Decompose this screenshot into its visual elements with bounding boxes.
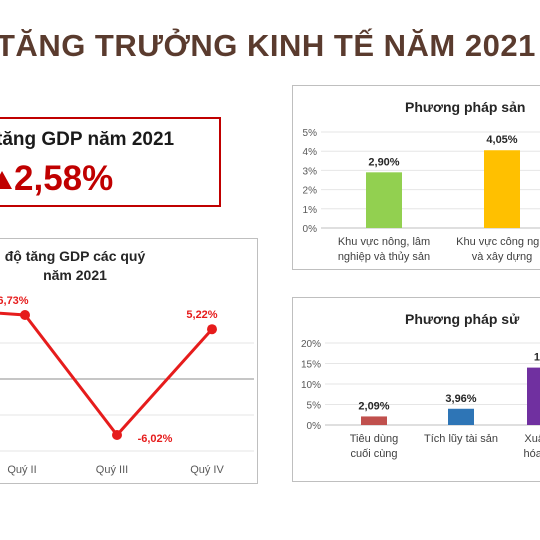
production-method-bar-chart: Phương pháp sản 0% 1% 2% 3% 4% 5% 2,90% Khu vực … [303, 99, 540, 263]
bar [361, 416, 387, 425]
data-point [207, 324, 217, 335]
bar [527, 367, 540, 425]
y-tick-label: 4% [303, 147, 318, 158]
x-tick-label: Tích lũy tài sản [424, 433, 498, 445]
x-tick-label: Khu vực công nghi [456, 236, 540, 248]
data-label: 2,90% [368, 156, 399, 168]
y-tick-label: 5% [303, 128, 318, 139]
y-tick-label: 0% [307, 421, 322, 432]
gdp-kpi-card: tăng GDP năm 2021 2,58% [0, 117, 221, 207]
y-tick-label: 10% [301, 380, 321, 391]
kpi-value: 2,58% [14, 159, 114, 198]
up-arrow-icon [0, 171, 12, 189]
chart-title: Phương pháp sử [405, 311, 520, 327]
x-tick-label: Quý III [96, 464, 128, 476]
data-label: 14 [534, 352, 540, 364]
use-method-bar-chart: Phương pháp sử 0% 5% 10% 15% 20% 2,09% Tiêu dùn… [301, 311, 540, 460]
x-tick-label: nghiệp và thủy sản [338, 251, 430, 263]
data-label: 4,05% [486, 134, 517, 146]
x-tick-label: Xuất k [524, 433, 540, 445]
use-method-panel: Phương pháp sử 0% 5% 10% 15% 20% 2,09% Tiêu dùn… [292, 297, 540, 482]
data-label: -6,02% [138, 433, 173, 445]
x-tick-label: Khu vực nông, lâm [338, 236, 430, 248]
data-label: 6,73% [0, 295, 29, 307]
data-label: 3,96% [445, 393, 476, 405]
gdp-series-line [0, 311, 214, 438]
chart-title: Phương pháp sản [405, 99, 525, 115]
quarterly-gdp-panel: độ tăng GDP các quý năm 2021 6,73% -6,02% 5,… [0, 238, 258, 484]
data-label: 5,22% [186, 309, 217, 321]
data-point [112, 430, 122, 440]
x-tick-label: Quý II [7, 464, 36, 476]
y-tick-label: 3% [303, 166, 318, 177]
y-tick-label: 5% [307, 401, 322, 412]
x-tick-label: Tiêu dùng [350, 433, 399, 445]
bar [484, 150, 520, 228]
bar [366, 172, 402, 228]
page-title: TĂNG TRƯỞNG KINH TẾ NĂM 2021 [0, 28, 536, 63]
chart-title-line: năm 2021 [43, 267, 107, 283]
production-method-panel: Phương pháp sản 0% 1% 2% 3% 4% 5% 2,90% Khu vực … [292, 85, 540, 270]
x-tick-label: và xây dựng [472, 251, 533, 263]
data-point [20, 310, 30, 320]
y-tick-label: 15% [301, 360, 321, 371]
kpi-label: tăng GDP năm 2021 [0, 129, 175, 150]
y-tick-label: 2% [303, 186, 318, 197]
y-tick-label: 0% [303, 224, 318, 235]
data-label: 2,09% [358, 400, 389, 412]
y-tick-label: 20% [301, 339, 321, 350]
x-tick-label: Quý IV [190, 464, 224, 476]
y-tick-label: 1% [303, 205, 318, 216]
kpi-value-row: 2,58% [0, 159, 113, 199]
quarterly-gdp-line-chart: độ tăng GDP các quý năm 2021 6,73% -6,02% 5,… [0, 248, 254, 476]
x-tick-label: cuối cùng [350, 448, 397, 460]
x-tick-label: hóa và [523, 448, 540, 460]
bar [448, 408, 474, 425]
chart-title-line: độ tăng GDP các quý [5, 248, 146, 264]
